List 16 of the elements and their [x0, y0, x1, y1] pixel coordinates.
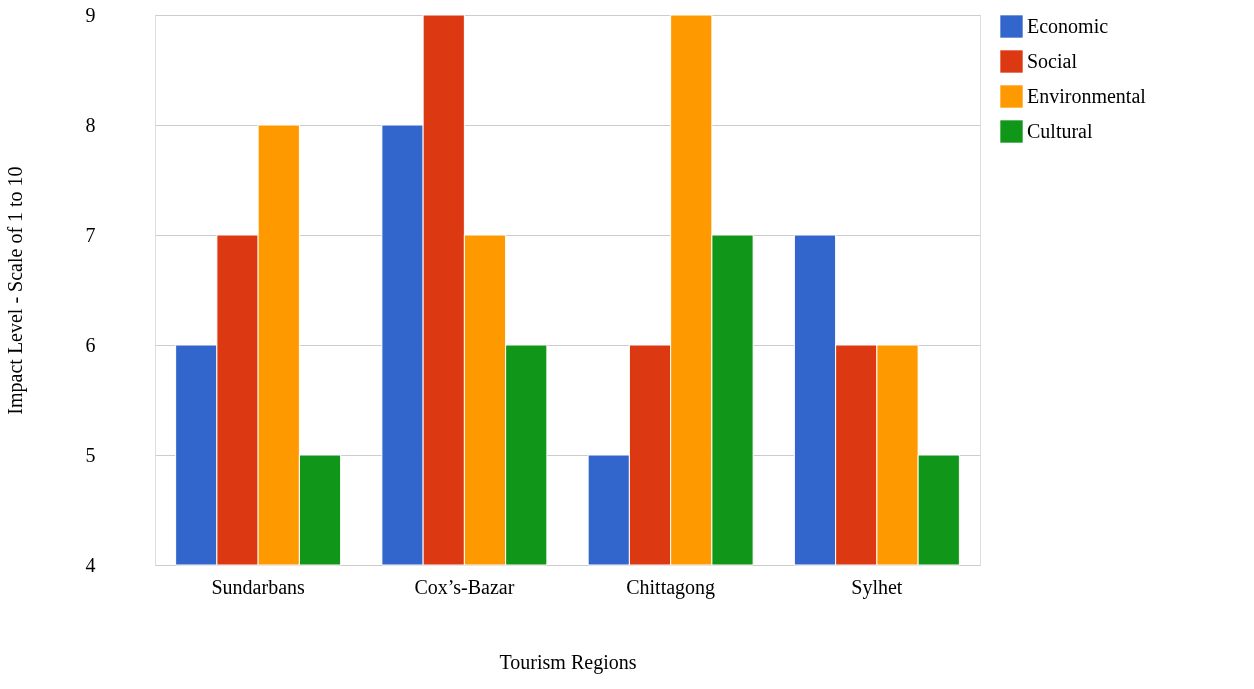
x-tick-label: Chittagong: [626, 575, 716, 599]
y-tick-label: 6: [85, 333, 96, 356]
y-axis-title: Impact Level - Scale of 1 to 10: [3, 166, 27, 415]
y-tick-label: 9: [85, 3, 96, 26]
legend-label: Economic: [1027, 14, 1109, 37]
y-tick-label: 4: [85, 553, 96, 576]
x-tick-label: Sundarbans: [211, 575, 305, 598]
y-tick-label: 5: [85, 443, 96, 466]
y-tick-label: 8: [85, 113, 96, 136]
x-tick-label: Cox’s-Bazar: [414, 575, 515, 598]
legend-label: Cultural: [1027, 119, 1093, 142]
x-axis-title: Tourism Regions: [499, 650, 637, 674]
legend-label: Environmental: [1027, 84, 1147, 107]
legend-label: Social: [1027, 49, 1078, 72]
y-tick-label: 7: [85, 223, 96, 246]
x-tick-label: Sylhet: [851, 575, 903, 599]
